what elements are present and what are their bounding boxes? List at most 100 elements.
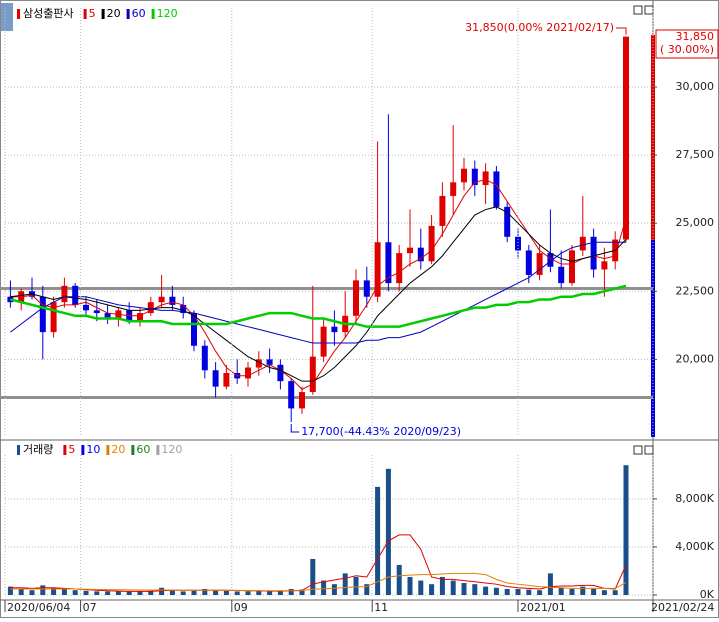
window-button[interactable] xyxy=(644,5,654,15)
annotation-arrow xyxy=(616,27,627,35)
candle-body xyxy=(493,171,500,207)
candle-body xyxy=(536,253,543,275)
candle-body xyxy=(309,356,316,393)
candle-body xyxy=(525,250,532,275)
legend-swatch xyxy=(106,445,110,455)
y-tick-label: 20,000 xyxy=(676,352,715,365)
volume-bar xyxy=(612,590,618,595)
candle-body xyxy=(158,296,165,303)
volume-bar xyxy=(429,584,435,595)
candle-body xyxy=(169,296,176,305)
last-price-box xyxy=(655,29,719,59)
volume-bar xyxy=(51,587,57,595)
x-tick-label: 07 xyxy=(83,601,97,614)
volume-bar xyxy=(148,590,154,595)
y-tick-label: 22,500 xyxy=(676,284,715,297)
candle-body xyxy=(180,304,187,314)
volume-bar xyxy=(591,588,597,595)
volume-bar xyxy=(623,465,629,595)
legend-label: 60 xyxy=(136,443,150,456)
candle-body xyxy=(547,253,554,267)
volume-bar xyxy=(29,590,35,595)
volume-bar xyxy=(18,588,24,595)
volume-bar xyxy=(342,573,348,595)
legend-swatch xyxy=(151,9,155,19)
y-tick-label: 30,000 xyxy=(676,80,715,93)
candle-body xyxy=(504,206,511,237)
candle-body xyxy=(461,168,467,183)
candle-body xyxy=(363,280,370,297)
panel-icon xyxy=(1,3,13,31)
moving-average-line xyxy=(10,284,627,328)
volume-bar xyxy=(180,591,186,595)
volume-bar xyxy=(288,588,294,595)
window-button[interactable] xyxy=(644,445,654,455)
volume-bar xyxy=(504,588,510,595)
moving-average-line xyxy=(10,179,627,390)
window-button[interactable] xyxy=(633,5,643,15)
volume-bar xyxy=(407,576,413,595)
candle-body xyxy=(428,225,435,262)
candle-body xyxy=(407,247,413,254)
candle-body xyxy=(93,310,100,314)
x-tick-label: 09 xyxy=(234,601,248,614)
volume-bar xyxy=(83,590,89,595)
volume-bar xyxy=(558,587,564,595)
volume-bar xyxy=(245,591,251,595)
legend-label: 20 xyxy=(107,7,121,20)
legend-title: 삼성출판사 xyxy=(23,7,74,20)
candle-body xyxy=(417,247,424,262)
candle-body xyxy=(439,195,446,226)
candle-body xyxy=(137,313,143,322)
volume-bar xyxy=(310,558,316,595)
volume-bar xyxy=(353,576,359,595)
volume-bar xyxy=(385,468,391,595)
last-price: 31,850 xyxy=(676,30,715,43)
candle-body xyxy=(482,171,489,186)
candle-body xyxy=(299,392,305,409)
legend-label: 120 xyxy=(157,7,178,20)
volume-bar xyxy=(169,590,175,595)
legend-label: 20 xyxy=(111,443,125,456)
candle-body xyxy=(147,302,154,314)
volume-bar xyxy=(364,584,370,595)
volume-bar xyxy=(94,591,100,595)
volume-bar xyxy=(191,590,197,595)
candle-body xyxy=(450,182,457,196)
volume-bar xyxy=(396,564,402,595)
window-button[interactable] xyxy=(633,445,643,455)
candle-body xyxy=(39,296,46,333)
volume-bar xyxy=(537,590,543,595)
volume-bar xyxy=(159,587,165,595)
volume-bar xyxy=(547,573,553,595)
min-annotation: 17,700(-44.43% 2020/09/23) xyxy=(301,425,461,438)
y-tick-label: 8,000K xyxy=(675,492,714,505)
legend-swatch xyxy=(81,445,85,455)
candle-body xyxy=(579,236,586,251)
legend-label: 120 xyxy=(161,443,182,456)
candle-body xyxy=(374,242,381,297)
candle-body xyxy=(515,236,521,251)
volume-bar xyxy=(580,586,586,595)
candle-body xyxy=(590,236,597,270)
candle-body xyxy=(245,367,251,379)
volume-bar xyxy=(115,591,121,595)
volume-bar xyxy=(7,586,13,595)
moving-average-line xyxy=(10,572,627,592)
volume-bar xyxy=(40,585,46,595)
legend-swatch xyxy=(63,445,67,455)
moving-average-line xyxy=(10,241,626,344)
candle-body xyxy=(72,285,79,305)
volume-bar xyxy=(61,588,67,595)
candle-body xyxy=(353,280,359,316)
candle-body xyxy=(201,345,208,371)
candle-body xyxy=(83,304,89,311)
volume-bar xyxy=(439,576,445,595)
candle-body xyxy=(266,359,273,365)
y-tick-label: 27,500 xyxy=(676,148,715,161)
legend-swatch xyxy=(17,445,20,455)
last-change: ( 30.00%) xyxy=(660,43,714,56)
candle-body xyxy=(623,36,629,240)
